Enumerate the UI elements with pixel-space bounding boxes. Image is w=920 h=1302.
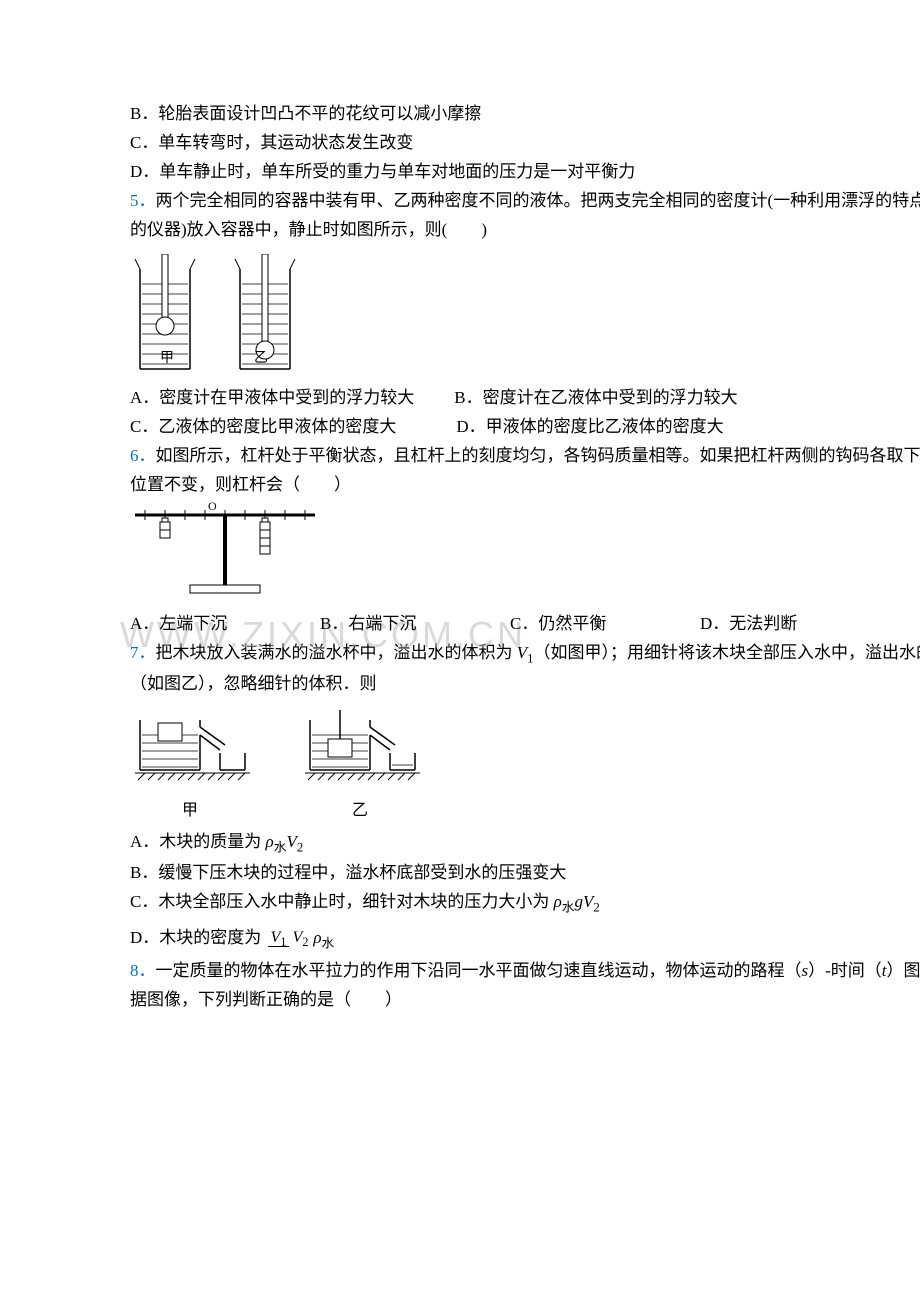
q7-cup-jia	[130, 705, 250, 785]
q7-C-g: g	[575, 892, 584, 911]
q7-A-rho: ρ	[266, 832, 274, 851]
q7-option-D: D．木块的密度为 V1V2ρ水	[130, 919, 920, 957]
q7-A-label: A．木块的质量为	[130, 832, 266, 851]
q5-beaker-yi: 乙	[230, 254, 300, 374]
q4-option-C: C．单车转弯时，其运动状态发生改变	[130, 129, 920, 158]
q6-option-A: A．左端下沉	[130, 610, 280, 639]
q5-options-row2: C．乙液体的密度比甲液体的密度大 D．甲液体的密度比乙液体的密度大	[130, 413, 920, 442]
q5-option-B: B．密度计在乙液体中受到的浮力较大	[454, 384, 737, 413]
q5-options-row1: A．密度计在甲液体中受到的浮力较大 B．密度计在乙液体中受到的浮力较大	[130, 384, 920, 413]
q8-p2: ）-时间（	[808, 961, 882, 980]
svg-text:乙: 乙	[254, 350, 268, 366]
q7-C-V: V	[583, 892, 593, 911]
q8-p1: 一定质量的物体在水平拉力的作用下沿同一水平面做匀速直线运动，物体运动的路程（	[156, 961, 802, 980]
q7-caption-yi: 乙	[300, 797, 420, 824]
q7-V1: V	[517, 643, 527, 662]
q7-figure: 甲	[130, 705, 920, 824]
q6-num: 6．	[130, 446, 156, 465]
q7-A-V: V	[286, 832, 296, 851]
q5-label-jia: 甲	[160, 351, 174, 366]
q7-C-rho: ρ	[554, 892, 562, 911]
q7-p2: （如图甲）；用细针将该木块全部压入水中，溢出水的总体积为	[534, 643, 920, 662]
q6-option-D: D．无法判断	[700, 610, 797, 639]
q7-num: 7．	[130, 643, 156, 662]
q7-C-V-sub: 2	[593, 900, 599, 914]
q7-caption-jia: 甲	[130, 797, 250, 824]
q7-p1: 把木块放入装满水的溢水杯中，溢出水的体积为	[156, 643, 517, 662]
q6-option-C: C．仍然平衡	[510, 610, 660, 639]
q6-stem-text: 如图所示，杠杆处于平衡状态，且杠杆上的刻度均匀，各钩码质量相等。如果把杠杆两侧的…	[130, 446, 920, 494]
q5-stem-text: 两个完全相同的容器中装有甲、乙两种密度不同的液体。把两支完全相同的密度计(一种利…	[130, 191, 920, 239]
q7-D-label: D．木块的密度为	[130, 928, 266, 947]
q5-beaker-jia: 甲	[130, 254, 200, 374]
q6-figure: O	[130, 500, 920, 610]
q7-A-V-sub: 2	[297, 840, 303, 854]
q7-D-fraction: V1V2	[268, 928, 312, 950]
q8-stem: 8．一定质量的物体在水平拉力的作用下沿同一水平面做匀速直线运动，物体运动的路程（…	[130, 957, 920, 1015]
q7-stem: 7．把木块放入装满水的溢水杯中，溢出水的体积为 V1（如图甲）；用细针将该木块全…	[130, 639, 920, 699]
q5-option-C: C．乙液体的密度比甲液体的密度大	[130, 413, 396, 442]
q5-stem: 5．两个完全相同的容器中装有甲、乙两种密度不同的液体。把两支完全相同的密度计(一…	[130, 187, 920, 245]
q7-A-rho-sub: 水	[274, 840, 287, 854]
q4-option-B: B．轮胎表面设计凹凸不平的花纹可以减小摩擦	[130, 100, 920, 129]
q7-cup-yi	[300, 705, 420, 785]
q7-D-rho-sub: 水	[322, 936, 335, 950]
q6-label-O: O	[208, 500, 217, 513]
q7-p3: （如图乙），忽略细针的体积．则	[130, 674, 377, 693]
q7-option-B: B．缓慢下压木块的过程中，溢水杯底部受到水的压强变大	[130, 859, 920, 888]
q6-option-B: B．右端下沉	[320, 610, 470, 639]
q7-D-rho: ρ	[313, 928, 321, 947]
q7-option-C: C．木块全部压入水中静止时，细针对木块的压力大小为 ρ水gV2	[130, 888, 920, 919]
q4-option-D: D．单车静止时，单车所受的重力与单车对地面的压力是一对平衡力	[130, 158, 920, 187]
q5-option-A: A．密度计在甲液体中受到的浮力较大	[130, 384, 414, 413]
q6-stem: 6．如图所示，杠杆处于平衡状态，且杠杆上的刻度均匀，各钩码质量相等。如果把杠杆两…	[130, 442, 920, 500]
q6-options: A．左端下沉 B．右端下沉 C．仍然平衡 D．无法判断	[130, 610, 920, 639]
q7-option-A: A．木块的质量为 ρ水V2	[130, 828, 920, 859]
q7-C-label: C．木块全部压入水中静止时，细针对木块的压力大小为	[130, 892, 554, 911]
q7-C-rho-sub: 水	[562, 900, 575, 914]
q5-option-D: D．甲液体的密度比乙液体的密度大	[456, 413, 723, 442]
q5-figure: 甲 乙	[130, 254, 920, 374]
q5-num: 5．	[130, 191, 156, 210]
q8-num: 8．	[130, 961, 156, 980]
